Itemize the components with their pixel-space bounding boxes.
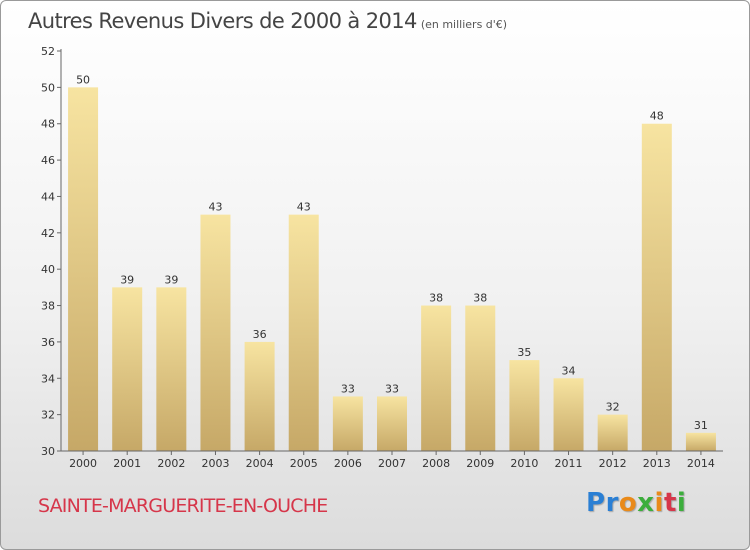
logo-letter: i: [676, 488, 687, 518]
chart-title: Autres Revenus Divers de 2000 à 2014 (en …: [28, 9, 507, 33]
x-tick-label: 2002: [157, 457, 185, 470]
x-tick-label: 2007: [378, 457, 406, 470]
logo-letter: o: [618, 488, 638, 518]
bar-value-label: 48: [650, 110, 664, 123]
bar-value-label: 32: [606, 401, 620, 414]
bar-value-label: 39: [164, 273, 178, 286]
axes-layer: 30 32 34 36 38 40 42 44 46 48 50 52 2000 2001 2002 2003…: [41, 45, 723, 470]
x-tick-label: 2011: [555, 457, 583, 470]
bar-2003: [200, 214, 231, 451]
bar-2012: [597, 414, 628, 451]
y-tick-label: 38: [41, 300, 55, 313]
bar-2007: [377, 396, 407, 451]
commune-name: SAINTE-MARGUERITE-EN-OUCHE: [38, 495, 328, 517]
bar-2009: [465, 305, 496, 451]
proxiti-logo: Proxiti: [586, 488, 686, 518]
bar-2011: [553, 378, 584, 451]
x-tick-label: 2004: [246, 457, 274, 470]
x-tick-label: 2012: [599, 457, 627, 470]
y-tick-label: 30: [41, 445, 55, 458]
y-tick-label: 34: [41, 372, 55, 385]
y-tick-label: 52: [41, 45, 55, 58]
bar-2004: [244, 341, 275, 451]
x-tick-label: 2006: [334, 457, 362, 470]
bar-value-label: 35: [517, 346, 531, 359]
bar-value-label: 38: [473, 292, 487, 305]
x-tick-label: 2001: [113, 457, 141, 470]
x-tick-label: 2013: [643, 457, 671, 470]
x-tick-label: 2010: [510, 457, 538, 470]
bar-2008: [421, 305, 452, 451]
y-tick-label: 40: [41, 263, 55, 276]
bar-value-label: 34: [562, 364, 576, 377]
bar-2010: [509, 360, 540, 451]
y-tick-label: 42: [41, 227, 55, 240]
x-tick-label: 2005: [290, 457, 318, 470]
x-tick-label: 2003: [201, 457, 229, 470]
y-tick-label: 32: [41, 409, 55, 422]
bar-2000: [68, 87, 99, 451]
x-tick-label: 2000: [69, 457, 97, 470]
bar-2002: [156, 287, 187, 451]
logo-letter: P: [586, 488, 606, 518]
bar-value-label: 43: [208, 201, 222, 214]
x-tick-label: 2014: [687, 457, 715, 470]
chart-title-text: Autres Revenus Divers de 2000 à 2014: [28, 9, 417, 33]
bar-value-label: 50: [76, 73, 90, 86]
bar-2013: [641, 123, 672, 452]
bar-value-label: 31: [694, 419, 708, 432]
x-tick-label: 2008: [422, 457, 450, 470]
bar-value-label: 33: [385, 382, 399, 395]
y-tick-label: 46: [41, 154, 55, 167]
y-tick-label: 50: [41, 81, 55, 94]
chart-subtitle: (en milliers d'€): [420, 18, 508, 31]
y-tick-label: 48: [41, 118, 55, 131]
y-tick-label: 44: [41, 190, 55, 203]
bar-value-label: 36: [253, 328, 267, 341]
logo-letter: i: [654, 488, 664, 518]
logo-letter: t: [663, 488, 677, 518]
logo-letter: r: [605, 488, 619, 518]
bar-2014: [685, 432, 716, 451]
logo-letter: x: [637, 488, 655, 518]
bar-value-label: 39: [120, 273, 134, 286]
bar-2006: [332, 396, 363, 451]
bar-value-label: 38: [429, 292, 443, 305]
bar-2001: [112, 287, 143, 451]
bar-value-label: 33: [341, 382, 355, 395]
bar-value-label: 43: [297, 201, 311, 214]
bars-layer: 50 39 39 43 36 43 33 33 38 38 35 34 32 48 31: [68, 73, 716, 452]
bar-2005: [288, 214, 319, 451]
y-tick-label: 36: [41, 336, 55, 349]
x-tick-label: 2009: [466, 457, 494, 470]
